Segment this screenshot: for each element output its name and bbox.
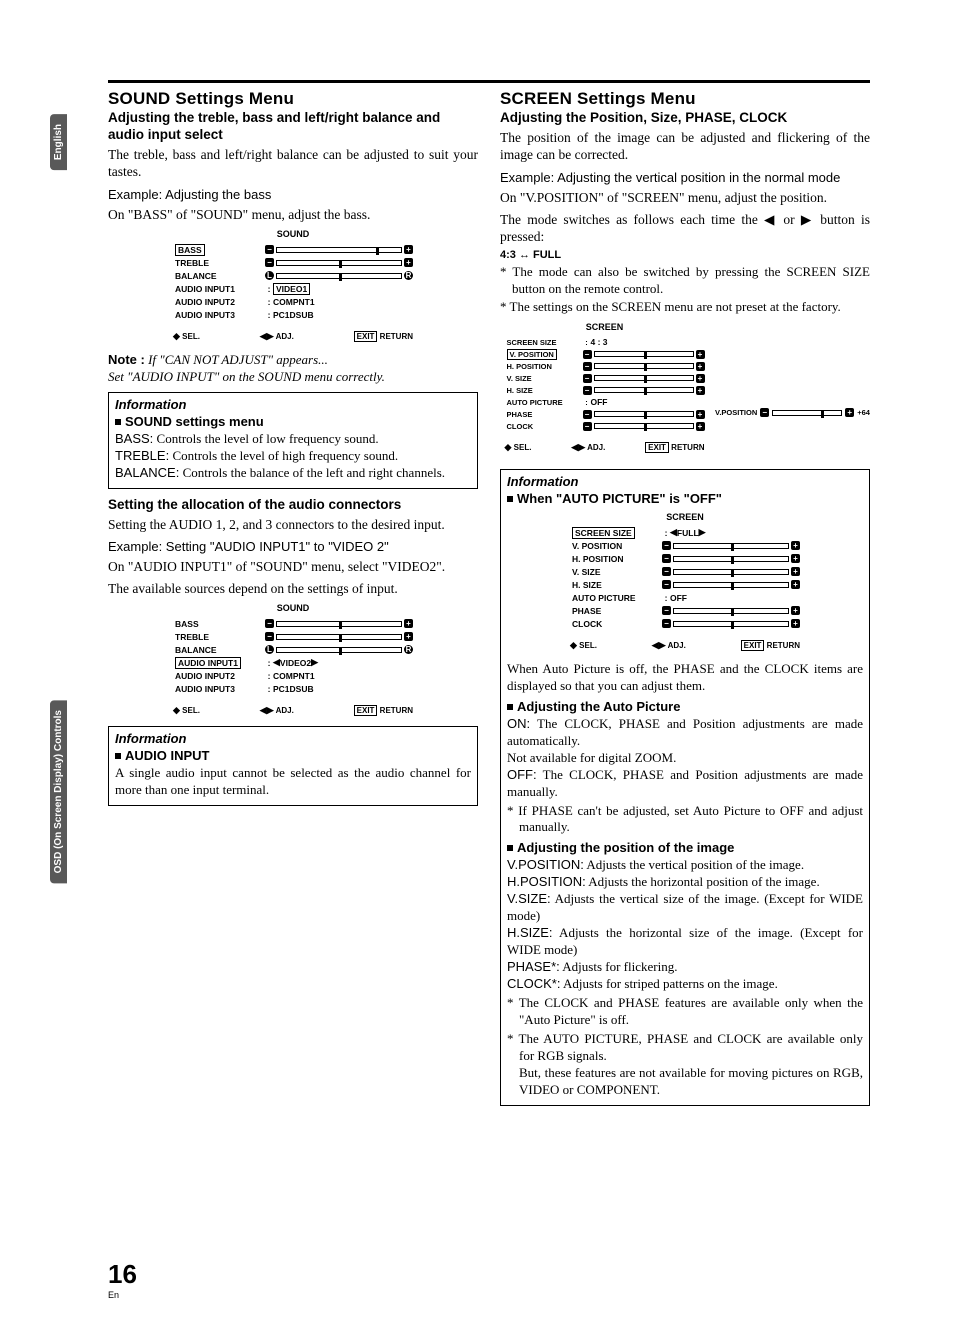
left-column: SOUND Settings Menu Adjusting the treble… <box>108 89 478 1106</box>
info3-on2: Not available for digital ZOOM. <box>507 750 863 767</box>
screen-heading: SCREEN Settings Menu <box>500 89 870 109</box>
info3-star2: * The CLOCK and PHASE features are avail… <box>507 995 863 1029</box>
alloc-p2: On "AUDIO INPUT1" of "SOUND" menu, selec… <box>108 558 478 576</box>
info-sub: SOUND settings menu <box>115 414 471 429</box>
info-body-2: A single audio input cannot be selected … <box>115 765 471 799</box>
note-label: Note : <box>108 352 145 367</box>
sound-subhead: Adjusting the treble, bass and left/righ… <box>108 110 478 144</box>
sidebar-tab-section: OSD (On Screen Display) Controls <box>50 700 67 883</box>
screen-p1: The position of the image can be adjuste… <box>500 129 870 164</box>
note-2: Set "AUDIO INPUT" on the SOUND menu corr… <box>108 369 385 384</box>
info3-sub2: Adjusting the Auto Picture <box>507 699 863 714</box>
sound-heading: SOUND Settings Menu <box>108 89 478 109</box>
page-number: 16 En <box>108 1259 137 1300</box>
note-block: Note : If "CAN NOT ADJUST" appears... Se… <box>108 352 478 386</box>
info-sub-2: AUDIO INPUT <box>115 748 471 763</box>
sound-p2: On "BASS" of "SOUND" menu, adjust the ba… <box>108 206 478 224</box>
note-1: If "CAN NOT ADJUST" appears... <box>148 352 328 367</box>
page-content: SOUND Settings Menu Adjusting the treble… <box>108 80 870 1106</box>
alloc-p1: Setting the AUDIO 1, 2, and 3 connectors… <box>108 516 478 534</box>
example-vpos: Example: Adjusting the vertical position… <box>500 170 870 185</box>
info-audio-input: Information AUDIO INPUT A single audio i… <box>108 726 478 806</box>
toggle-line: 4:3 ↔ FULL <box>500 249 870 261</box>
vpos-readout: V.POSITION − + +64 <box>715 408 870 417</box>
osd-sound-1: SOUNDBASS−+TREBLE−+BALANCELRAUDIO INPUT1… <box>173 229 413 342</box>
info-title-3: Information <box>507 474 863 489</box>
right-column: SCREEN Settings Menu Adjusting the Posit… <box>500 89 870 1106</box>
screen-subhead: Adjusting the Position, Size, PHASE, CLO… <box>500 110 870 127</box>
info3-off: OFF: The CLOCK, PHASE and Position adjus… <box>507 767 863 801</box>
info3-star3b: But, these features are not available fo… <box>507 1065 863 1099</box>
osd-screen-2: SCREENSCREEN SIZE:◀FULL▶V. POSITION−+H. … <box>570 512 800 651</box>
screen-p2: On "V.POSITION" of "SCREEN" menu, adjust… <box>500 189 870 207</box>
info3-p1: When Auto Picture is off, the PHASE and … <box>507 661 863 695</box>
info-sound-settings: Information SOUND settings menu BASS: Co… <box>108 392 478 489</box>
info-title-2: Information <box>115 731 471 746</box>
osd-screen-1: SCREENSCREEN SIZE:4 : 3V. POSITION−+H. P… <box>505 322 705 453</box>
info-defs: BASS: Controls the level of low frequenc… <box>115 431 471 482</box>
bullet-2: * The settings on the SCREEN menu are no… <box>500 299 870 316</box>
info-sub-3: When "AUTO PICTURE" is "OFF" <box>507 491 863 506</box>
info-title: Information <box>115 397 471 412</box>
osd-sound-2: SOUNDBASS−+TREBLE−+BALANCELRAUDIO INPUT1… <box>173 603 413 716</box>
bullet-1: * The mode can also be switched by press… <box>500 264 870 298</box>
alloc-subhead: Setting the allocation of the audio conn… <box>108 497 478 514</box>
info3-star1: * If PHASE can't be adjusted, set Auto P… <box>507 803 863 837</box>
osd-screen-wrap: SCREENSCREEN SIZE:4 : 3V. POSITION−+H. P… <box>500 316 870 463</box>
example-bass: Example: Adjusting the bass <box>108 187 478 202</box>
info-auto-picture: Information When "AUTO PICTURE" is "OFF"… <box>500 469 870 1105</box>
screen-p3: The mode switches as follows each time t… <box>500 211 870 246</box>
info3-defs: V.POSITION: Adjusts the vertical positio… <box>507 857 863 992</box>
sidebar-tab-language: English <box>50 114 67 170</box>
example-audio-input: Example: Setting "AUDIO INPUT1" to "VIDE… <box>108 539 478 554</box>
info3-on: ON: The CLOCK, PHASE and Position adjust… <box>507 716 863 750</box>
info3-sub3: Adjusting the position of the image <box>507 840 863 855</box>
info3-star3: * The AUTO PICTURE, PHASE and CLOCK are … <box>507 1031 863 1065</box>
sound-p1: The treble, bass and left/right balance … <box>108 146 478 181</box>
alloc-p3: The available sources depend on the sett… <box>108 580 478 598</box>
